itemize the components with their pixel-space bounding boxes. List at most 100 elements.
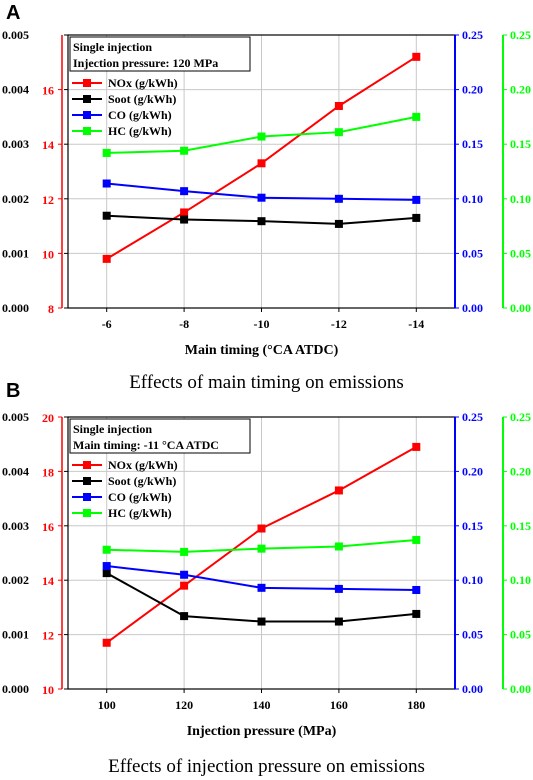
tick-label-nox-axis: 14 xyxy=(42,138,54,152)
tick-label-hc-axis: 0.25 xyxy=(510,28,531,42)
annotation-text: Injection pressure: 120 MPa xyxy=(73,56,218,70)
tick-label-co-axis: 0.25 xyxy=(462,410,483,424)
legend-swatch-marker xyxy=(83,95,91,103)
data-point xyxy=(412,112,421,121)
tick-label-x-axis: -12 xyxy=(331,317,347,331)
data-point xyxy=(257,193,266,202)
data-point xyxy=(257,617,266,626)
tick-label-x-axis: -14 xyxy=(408,317,424,331)
tick-label-x-axis: -6 xyxy=(102,317,112,331)
tick-label-co-axis: 0.20 xyxy=(462,83,483,97)
data-point xyxy=(102,179,111,188)
tick-label-soot-axis: 0.005 xyxy=(2,28,29,42)
tick-label-soot-axis: 0.004 xyxy=(2,464,29,478)
tick-label-soot-axis: 0.001 xyxy=(2,246,29,260)
legend-swatch-marker xyxy=(83,493,91,501)
tick-label-nox-axis: 12 xyxy=(42,629,54,643)
tick-label-co-axis: 0.10 xyxy=(462,192,483,206)
data-point xyxy=(412,585,421,594)
legend-label: Soot (g/kWh) xyxy=(108,92,176,106)
data-point xyxy=(102,562,111,571)
data-point xyxy=(180,208,189,217)
data-point xyxy=(334,101,343,110)
panel-caption: Effects of injection pressure on emissio… xyxy=(108,756,425,777)
tick-label-hc-axis: 0.15 xyxy=(510,137,531,151)
tick-label-co-axis: 0.10 xyxy=(462,573,483,587)
tick-label-nox-axis: 8 xyxy=(48,302,54,316)
data-point xyxy=(412,442,421,451)
data-point xyxy=(412,213,421,222)
data-point xyxy=(102,569,111,578)
legend-swatch-marker xyxy=(83,111,91,119)
legend-label: CO (g/kWh) xyxy=(108,108,172,122)
legend-label: Soot (g/kWh) xyxy=(108,474,176,488)
tick-label-x-axis: 180 xyxy=(407,698,425,712)
tick-label-co-axis: 0.20 xyxy=(462,464,483,478)
panel-letter: A xyxy=(6,2,21,24)
data-point xyxy=(180,612,189,621)
annotation-text: Single injection xyxy=(73,40,152,54)
tick-label-x-axis: -10 xyxy=(254,317,270,331)
tick-label-nox-axis: 16 xyxy=(42,520,54,534)
data-point xyxy=(102,545,111,554)
tick-label-x-axis: 140 xyxy=(253,698,271,712)
data-point xyxy=(334,219,343,228)
data-point xyxy=(180,547,189,556)
data-point xyxy=(412,609,421,618)
tick-label-hc-axis: 0.10 xyxy=(510,192,531,206)
annotation-box xyxy=(69,36,251,72)
tick-label-co-axis: 0.25 xyxy=(462,28,483,42)
data-point xyxy=(412,535,421,544)
chart-a: 0.000 0.001 0.002 0.003 0.004 0.005 8 10 12 14 16 0… xyxy=(2,28,531,358)
data-point xyxy=(334,486,343,495)
data-point xyxy=(334,617,343,626)
data-point xyxy=(180,187,189,196)
legend-swatch-marker xyxy=(83,461,91,469)
panel-letter: B xyxy=(6,380,21,402)
data-point xyxy=(257,524,266,533)
tick-label-soot-axis: 0.000 xyxy=(2,301,29,315)
data-point xyxy=(412,52,421,61)
tick-label-nox-axis: 18 xyxy=(42,465,54,479)
legend-swatch-marker xyxy=(83,79,91,87)
data-point xyxy=(257,583,266,592)
data-point xyxy=(180,570,189,579)
data-point xyxy=(257,217,266,226)
legend-label: CO (g/kWh) xyxy=(108,490,172,504)
tick-label-hc-axis: 0.15 xyxy=(510,519,531,533)
tick-label-co-axis: 0.00 xyxy=(462,682,483,696)
chart-panel-a: A 0.000 0.001 0.002 0.003 0.004 0.005 8 10 12 14 1… xyxy=(2,2,531,393)
legend-swatch-marker xyxy=(83,477,91,485)
tick-label-co-axis: 0.05 xyxy=(462,246,483,260)
tick-label-soot-axis: 0.002 xyxy=(2,192,29,206)
data-point xyxy=(102,148,111,157)
data-point xyxy=(180,215,189,224)
tick-label-x-axis: 160 xyxy=(330,698,348,712)
data-point xyxy=(180,146,189,155)
data-point xyxy=(257,544,266,553)
tick-label-co-axis: 0.05 xyxy=(462,628,483,642)
tick-label-hc-axis: 0.25 xyxy=(510,410,531,424)
tick-label-nox-axis: 16 xyxy=(42,84,54,98)
data-point xyxy=(412,195,421,204)
tick-label-soot-axis: 0.002 xyxy=(2,573,29,587)
data-point xyxy=(334,542,343,551)
tick-label-co-axis: 0.15 xyxy=(462,137,483,151)
tick-label-hc-axis: 0.00 xyxy=(510,682,531,696)
tick-label-soot-axis: 0.005 xyxy=(2,410,29,424)
x-axis-title: Injection pressure (MPa) xyxy=(187,724,337,739)
tick-label-nox-axis: 12 xyxy=(42,193,54,207)
legend-label: HC (g/kWh) xyxy=(108,506,172,520)
tick-label-nox-axis: 20 xyxy=(42,411,54,425)
data-point xyxy=(102,254,111,263)
tick-label-hc-axis: 0.05 xyxy=(510,246,531,260)
data-point xyxy=(180,581,189,590)
x-axis-title: Main timing (°CA ATDC) xyxy=(185,343,339,358)
legend-label: HC (g/kWh) xyxy=(108,124,172,138)
data-point xyxy=(334,584,343,593)
annotation-text: Main timing: -11 °CA ATDC xyxy=(73,438,219,452)
chart-panel-b: B 0.000 0.001 0.002 0.003 0.004 0.005 10 12 14 16… xyxy=(0,380,533,780)
tick-label-soot-axis: 0.003 xyxy=(2,519,29,533)
data-point xyxy=(257,159,266,168)
tick-label-nox-axis: 10 xyxy=(42,683,54,697)
